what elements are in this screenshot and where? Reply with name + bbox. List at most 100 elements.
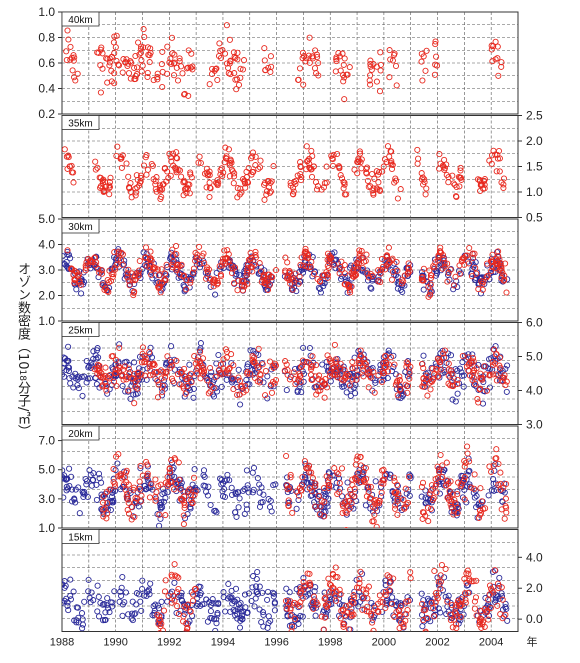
data-point bbox=[502, 495, 509, 502]
data-point bbox=[369, 272, 376, 279]
data-point bbox=[226, 477, 233, 484]
data-point bbox=[325, 589, 332, 596]
data-point bbox=[133, 172, 140, 179]
data-point bbox=[441, 347, 449, 354]
data-point bbox=[333, 469, 340, 476]
data-point bbox=[346, 382, 353, 389]
data-point bbox=[78, 610, 86, 617]
data-point bbox=[283, 275, 291, 282]
y-tick-label: 3.0 bbox=[526, 418, 543, 432]
data-point bbox=[70, 179, 77, 186]
data-point bbox=[455, 620, 462, 627]
data-point bbox=[74, 382, 81, 389]
y-tick-label: 1.0 bbox=[38, 5, 55, 19]
data-point bbox=[137, 598, 144, 605]
data-point bbox=[349, 376, 356, 383]
data-point bbox=[464, 443, 471, 450]
data-point bbox=[307, 582, 314, 589]
data-point bbox=[183, 286, 190, 293]
data-point bbox=[113, 32, 120, 39]
data-point bbox=[295, 280, 302, 287]
data-point bbox=[263, 191, 270, 198]
data-point bbox=[295, 76, 302, 83]
data-point bbox=[149, 162, 156, 169]
data-point bbox=[377, 598, 384, 605]
data-point bbox=[489, 58, 496, 65]
data-point bbox=[256, 164, 264, 171]
data-point bbox=[243, 467, 250, 474]
data-point bbox=[124, 506, 131, 513]
data-point bbox=[218, 383, 225, 390]
data-point bbox=[476, 511, 484, 518]
data-point bbox=[229, 600, 236, 607]
data-point bbox=[147, 344, 154, 351]
data-point bbox=[209, 596, 216, 603]
data-point bbox=[306, 164, 313, 171]
data-point bbox=[72, 499, 79, 506]
data-point bbox=[351, 493, 358, 500]
data-point bbox=[496, 595, 503, 602]
data-point bbox=[433, 489, 440, 496]
data-point bbox=[230, 606, 237, 614]
data-point bbox=[207, 501, 214, 509]
data-point bbox=[302, 248, 309, 255]
data-point bbox=[102, 616, 109, 623]
data-point bbox=[101, 286, 108, 293]
data-point bbox=[100, 506, 107, 513]
data-point bbox=[243, 387, 250, 394]
data-point bbox=[253, 575, 260, 583]
data-point bbox=[187, 277, 194, 284]
data-point bbox=[339, 493, 346, 500]
data-point bbox=[95, 613, 103, 620]
data-point bbox=[283, 452, 290, 460]
data-point bbox=[376, 592, 383, 599]
data-point bbox=[215, 601, 222, 608]
data-point bbox=[111, 249, 118, 256]
data-point bbox=[397, 603, 405, 610]
data-point bbox=[344, 479, 351, 486]
data-point bbox=[298, 389, 305, 396]
data-point bbox=[386, 47, 393, 54]
data-point bbox=[479, 286, 486, 293]
data-point bbox=[322, 602, 329, 609]
data-point bbox=[237, 74, 244, 81]
data-point bbox=[138, 359, 146, 366]
data-point bbox=[294, 616, 301, 623]
data-point bbox=[226, 173, 233, 180]
data-point bbox=[64, 27, 71, 34]
data-point bbox=[347, 386, 354, 393]
data-point bbox=[177, 63, 185, 70]
data-point bbox=[144, 470, 151, 477]
data-point bbox=[120, 366, 127, 373]
data-point bbox=[73, 604, 80, 611]
data-point bbox=[125, 173, 132, 180]
data-point bbox=[382, 592, 389, 599]
data-point bbox=[100, 493, 107, 500]
data-point bbox=[228, 269, 236, 277]
data-point bbox=[84, 375, 91, 382]
data-point bbox=[297, 261, 304, 268]
data-point bbox=[65, 607, 72, 614]
data-point bbox=[353, 584, 361, 591]
data-point bbox=[445, 360, 452, 367]
data-point bbox=[297, 585, 304, 592]
data-point bbox=[178, 592, 185, 599]
data-point bbox=[136, 51, 143, 58]
data-point bbox=[366, 77, 373, 84]
data-point bbox=[63, 367, 70, 374]
data-point bbox=[173, 64, 180, 71]
data-point bbox=[494, 55, 501, 62]
data-point bbox=[437, 609, 444, 616]
data-point bbox=[137, 465, 144, 472]
data-point bbox=[248, 155, 255, 162]
data-point bbox=[182, 390, 189, 397]
data-point bbox=[179, 70, 186, 77]
data-point bbox=[115, 363, 122, 370]
data-point bbox=[299, 474, 306, 481]
data-point bbox=[255, 165, 262, 172]
data-point bbox=[439, 462, 446, 469]
data-point bbox=[437, 350, 444, 357]
data-point bbox=[404, 499, 411, 506]
data-point bbox=[471, 598, 478, 605]
data-point bbox=[175, 610, 182, 618]
